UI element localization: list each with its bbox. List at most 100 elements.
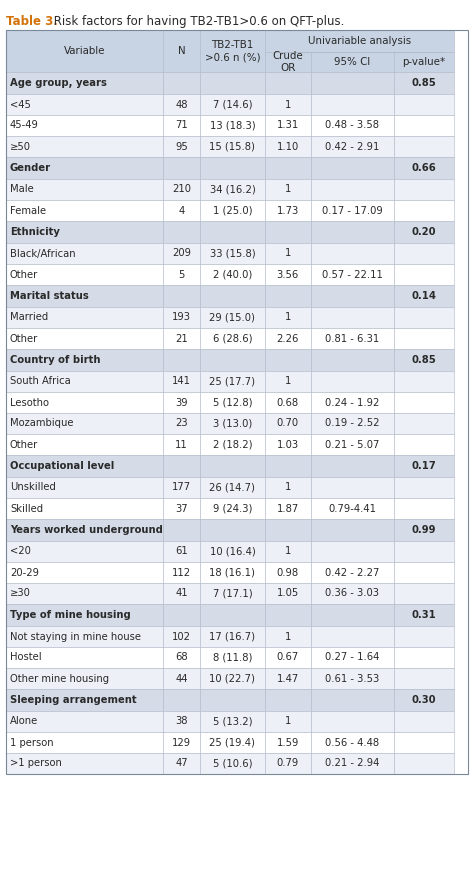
Bar: [394, 328, 454, 349]
Bar: [163, 115, 200, 136]
Text: N: N: [178, 46, 185, 56]
Text: 193: 193: [172, 313, 191, 322]
Text: 0.79-4.41: 0.79-4.41: [328, 504, 376, 513]
Text: Table 3.: Table 3.: [6, 15, 58, 28]
Bar: [200, 753, 264, 774]
Bar: [163, 72, 200, 94]
Text: 177: 177: [172, 483, 191, 492]
Bar: [264, 455, 311, 477]
Text: Other mine housing: Other mine housing: [10, 674, 109, 683]
Bar: [394, 243, 454, 264]
Text: 1.10: 1.10: [277, 142, 299, 152]
Bar: [264, 371, 311, 392]
Bar: [394, 349, 454, 371]
Text: 102: 102: [172, 632, 191, 641]
Bar: [394, 285, 454, 307]
Bar: [311, 349, 394, 371]
Bar: [264, 349, 311, 371]
Bar: [200, 371, 264, 392]
Bar: [264, 434, 311, 455]
Bar: [6, 477, 163, 498]
Bar: [394, 200, 454, 221]
Text: Alone: Alone: [10, 717, 38, 726]
Bar: [200, 583, 264, 604]
Text: 0.66: 0.66: [412, 163, 437, 173]
Bar: [6, 668, 163, 689]
Bar: [6, 689, 163, 711]
Bar: [200, 179, 264, 200]
Bar: [264, 626, 311, 647]
Text: 25 (17.7): 25 (17.7): [210, 377, 255, 386]
Bar: [264, 179, 311, 200]
Bar: [163, 626, 200, 647]
Bar: [394, 583, 454, 604]
Text: 15 (15.8): 15 (15.8): [210, 142, 255, 152]
Bar: [311, 392, 394, 413]
Text: 17 (16.7): 17 (16.7): [210, 632, 255, 641]
Bar: [163, 434, 200, 455]
Text: 0.36 - 3.03: 0.36 - 3.03: [326, 589, 380, 598]
Text: 0.57 - 22.11: 0.57 - 22.11: [322, 270, 383, 279]
Text: Years worked underground: Years worked underground: [10, 525, 163, 535]
Bar: [6, 349, 163, 371]
Text: Married: Married: [10, 313, 48, 322]
Bar: [163, 285, 200, 307]
Bar: [264, 136, 311, 157]
Text: 0.21 - 2.94: 0.21 - 2.94: [325, 759, 380, 768]
Text: 2 (40.0): 2 (40.0): [213, 270, 252, 279]
Text: 9 (24.3): 9 (24.3): [213, 504, 252, 513]
Bar: [200, 626, 264, 647]
Text: 112: 112: [172, 568, 191, 577]
Text: 1.31: 1.31: [277, 121, 299, 131]
Text: 3.56: 3.56: [277, 270, 299, 279]
Text: 210: 210: [172, 185, 191, 194]
Bar: [200, 285, 264, 307]
Bar: [163, 264, 200, 285]
Bar: [264, 328, 311, 349]
Text: 39: 39: [175, 398, 188, 407]
Text: 1.59: 1.59: [277, 738, 299, 747]
Bar: [311, 52, 394, 72]
Bar: [163, 413, 200, 434]
Bar: [6, 604, 163, 626]
Text: 2 (18.2): 2 (18.2): [213, 440, 252, 449]
Text: 0.30: 0.30: [412, 695, 437, 705]
Bar: [311, 328, 394, 349]
Bar: [6, 221, 163, 243]
Text: 0.27 - 1.64: 0.27 - 1.64: [325, 653, 380, 662]
Text: 13 (18.3): 13 (18.3): [210, 121, 255, 131]
Bar: [311, 562, 394, 583]
Text: 4: 4: [178, 206, 185, 215]
Bar: [200, 264, 264, 285]
Bar: [163, 562, 200, 583]
Bar: [394, 434, 454, 455]
Bar: [163, 371, 200, 392]
Bar: [200, 200, 264, 221]
Bar: [394, 541, 454, 562]
Bar: [311, 179, 394, 200]
Bar: [311, 668, 394, 689]
Bar: [6, 541, 163, 562]
Bar: [163, 179, 200, 200]
Text: 0.20: 0.20: [412, 227, 437, 237]
Text: 0.24 - 1.92: 0.24 - 1.92: [325, 398, 380, 407]
Bar: [264, 115, 311, 136]
Bar: [264, 711, 311, 732]
Bar: [6, 285, 163, 307]
Bar: [264, 200, 311, 221]
Bar: [311, 115, 394, 136]
Bar: [200, 689, 264, 711]
Bar: [394, 711, 454, 732]
Bar: [200, 157, 264, 179]
Text: Hostel: Hostel: [10, 653, 42, 662]
Text: ≥50: ≥50: [10, 142, 31, 152]
Bar: [311, 732, 394, 753]
Text: 95% CI: 95% CI: [334, 57, 371, 67]
Text: 68: 68: [175, 653, 188, 662]
Bar: [264, 541, 311, 562]
Bar: [394, 477, 454, 498]
Text: 47: 47: [175, 759, 188, 768]
Text: 0.79: 0.79: [277, 759, 299, 768]
Text: 71: 71: [175, 121, 188, 131]
Text: 1 (25.0): 1 (25.0): [213, 206, 252, 215]
